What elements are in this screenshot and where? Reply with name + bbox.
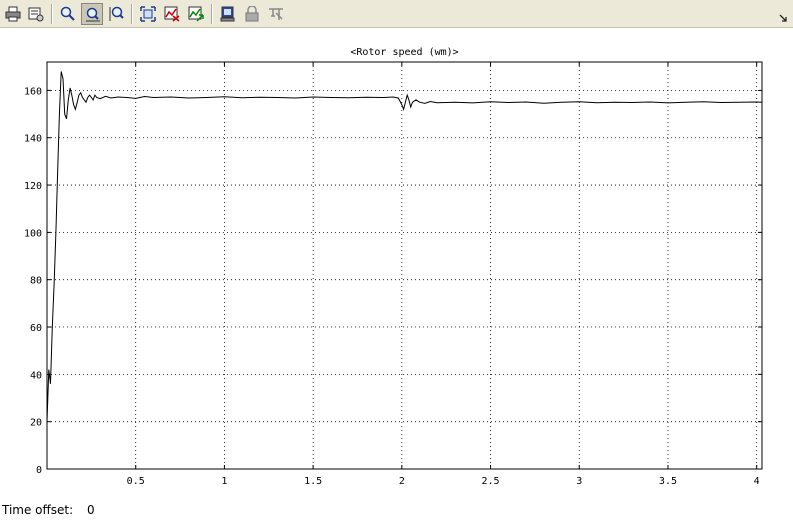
dock-arrow-icon [779, 14, 787, 22]
y-tick-label: 120 [24, 181, 42, 192]
restore-axes-settings-icon [188, 6, 204, 22]
parameters-button[interactable] [25, 3, 47, 25]
scope-plot-area: <Rotor speed (wm)> 0.5 1 1.5 2 2.5 3 3.5 4 0 20 40… [0, 29, 793, 499]
toolbar [0, 0, 793, 28]
x-tick-label: 2.5 [482, 476, 500, 487]
x-tick-label: 2 [399, 476, 405, 487]
autoscale-icon [140, 6, 156, 22]
time-offset-value: 0 [87, 503, 95, 517]
save-axes-settings-icon [164, 6, 180, 22]
signal-selection-button[interactable] [265, 3, 287, 25]
plot-frame [46, 61, 763, 470]
zoom-icon [60, 6, 75, 21]
save-axes-settings-button[interactable] [161, 3, 183, 25]
x-tick-label: 1.5 [304, 476, 322, 487]
x-tick-label: 3.5 [659, 476, 677, 487]
zoom-y-axis-button[interactable] [105, 3, 127, 25]
x-tick-label: 0.5 [127, 476, 145, 487]
y-tick-label: 60 [30, 323, 42, 334]
floating-scope-button[interactable] [217, 3, 239, 25]
x-tick-label: 1 [221, 476, 227, 487]
x-tick-label: 3 [576, 476, 582, 487]
y-tick-label: 140 [24, 134, 42, 145]
rotor-speed-line [46, 71, 763, 422]
y-tick-label: 160 [24, 86, 42, 97]
y-tick-label: 20 [30, 418, 42, 429]
y-tick-label: 80 [30, 276, 42, 287]
lock-axes-icon [245, 6, 259, 22]
print-icon [5, 6, 21, 22]
zoom-button[interactable] [57, 3, 79, 25]
x-tick-label: 4 [754, 476, 760, 487]
autoscale-button[interactable] [137, 3, 159, 25]
y-tick-label: 100 [24, 228, 42, 239]
y-tick-label: 0 [36, 465, 42, 476]
zoom-x-axis-button[interactable] [81, 3, 103, 25]
zoom-x-axis-icon [86, 7, 100, 22]
signal-selection-icon [269, 8, 283, 20]
restore-axes-settings-button[interactable] [185, 3, 207, 25]
parameters-icon [28, 7, 44, 22]
lock-axes-button[interactable] [241, 3, 263, 25]
time-offset-label: Time offset: [2, 503, 74, 517]
floating-scope-icon [220, 6, 235, 22]
status-bar: Time offset: 0 [0, 501, 793, 522]
print-button[interactable] [2, 3, 24, 25]
chart-title: <Rotor speed (wm)> [350, 47, 458, 58]
y-tick-label: 40 [30, 370, 42, 381]
zoom-y-axis-icon [109, 6, 124, 21]
dock-button[interactable] [779, 8, 789, 22]
rotor-speed-chart[interactable]: <Rotor speed (wm)> 0.5 1 1.5 2 2.5 3 3.5 402040… [0, 29, 793, 499]
